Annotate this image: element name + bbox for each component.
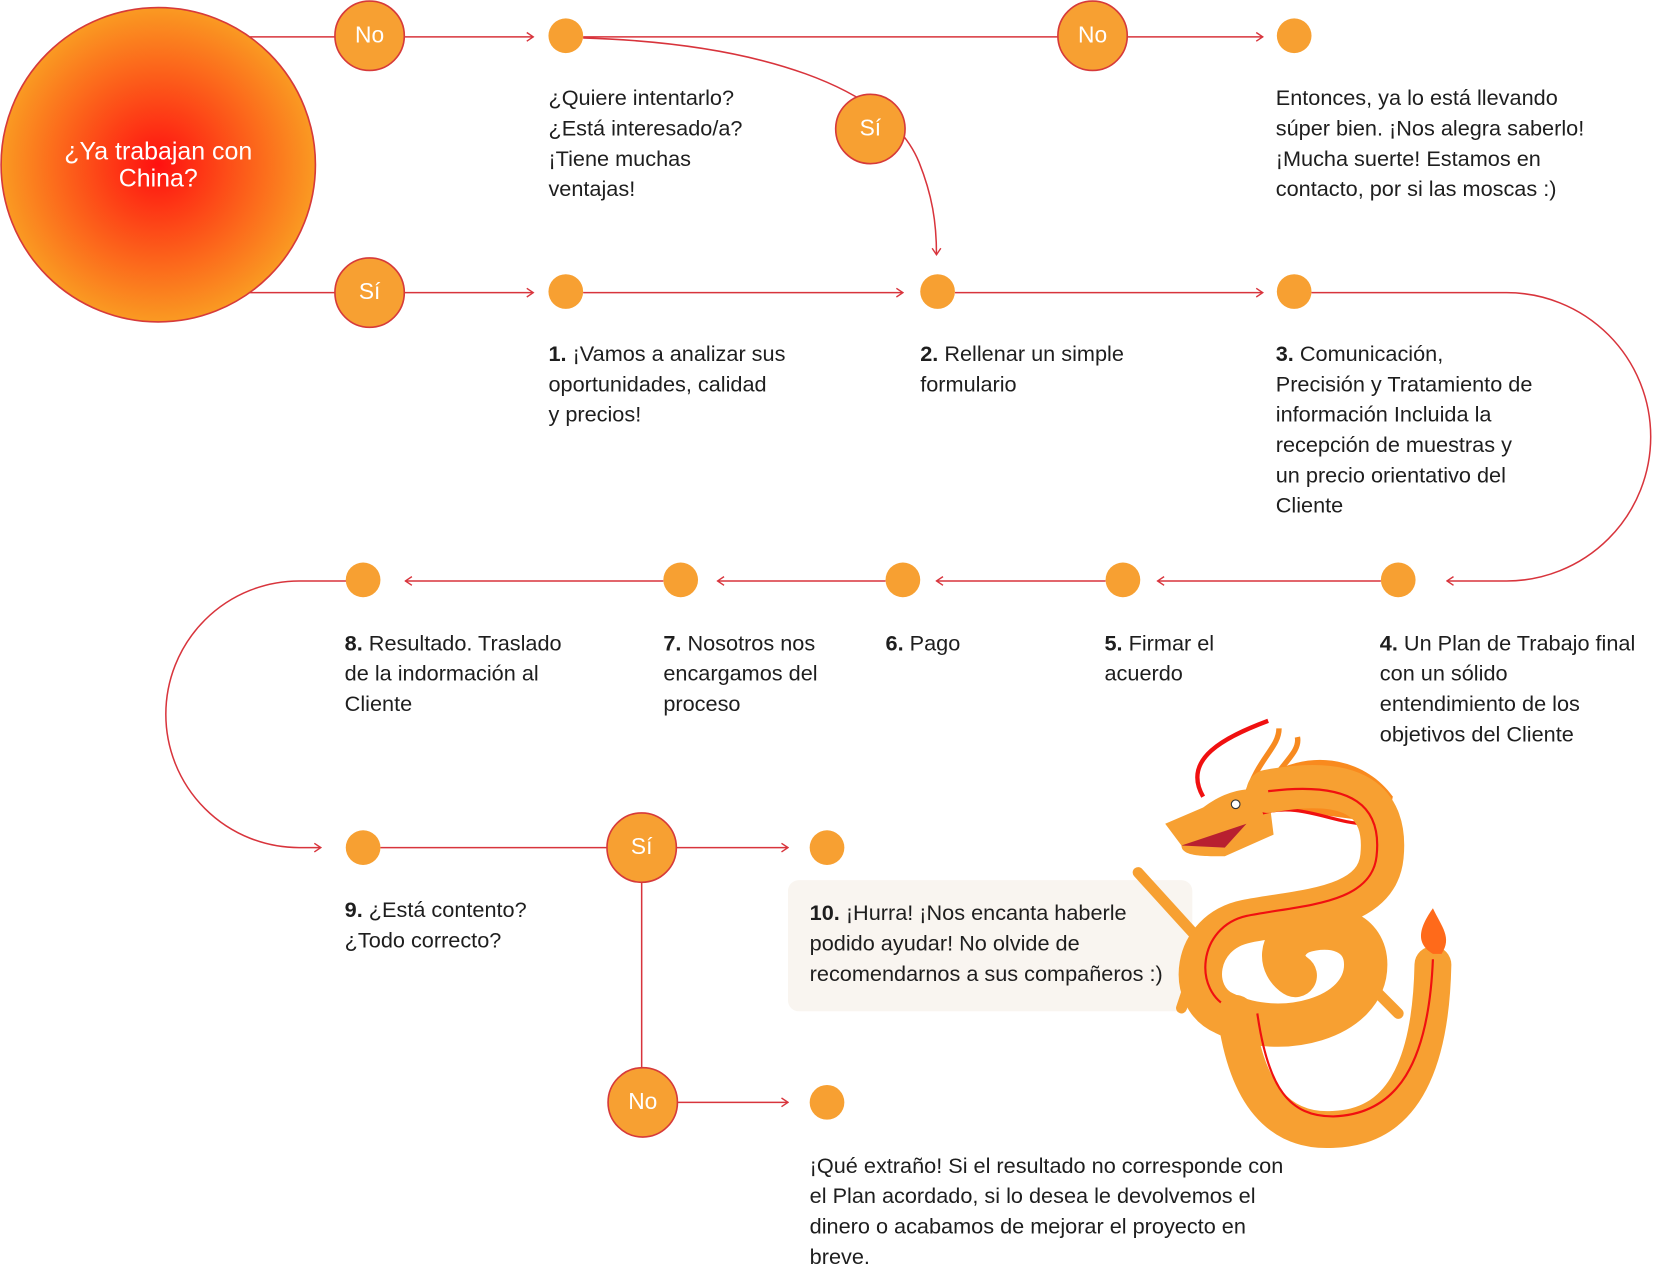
decision-no-circle [607,1066,679,1138]
decision-no-circle [334,0,406,72]
connector [1311,291,1652,581]
no-label: No [355,22,385,48]
step-dot [885,562,921,598]
step-dot [548,274,584,309]
si-label: Sí [358,279,381,305]
success-box [787,880,1193,1012]
step-dot [1276,18,1312,54]
step-3: 3. Comunicación, Precisión y Tratamiento… [1275,342,1533,519]
step-dot [1380,562,1416,598]
decision-no-circle [1057,0,1129,72]
si-label: Sí [630,834,653,860]
decision-si-circle [834,93,906,165]
step-dot [548,18,584,54]
step-dot [345,562,381,598]
step-9: 9. ¿Está contento? ¿Todo correcto? [344,898,527,953]
step-5: 5. Firmar el acuerdo [1104,631,1215,687]
step-dot [1276,274,1312,309]
step-dot [809,830,845,865]
no-result-text: ¡Qué extraño! Si el resultado no corresp… [809,1154,1284,1270]
decision-si-circle [334,257,406,329]
step-dot [345,830,381,865]
step-8: 8. Resultado. Traslado de la indormación… [344,631,562,717]
step-1: 1. ¡Vamos a analizar sus oportunidades, … [548,342,786,428]
step-7: 7. Nosotros nos encargamos del proceso [663,631,818,717]
start-circle [0,6,317,323]
connector [165,580,347,848]
step-dot [1105,562,1141,598]
step-6: 6. Pago [885,631,961,656]
si-label: Sí [859,115,882,141]
no-label: No [1078,22,1108,48]
already-text: Entonces, ya lo está llevando súper bien… [1275,86,1585,202]
no-label: No [628,1089,658,1115]
step-dot [920,274,955,309]
start-question: ¿Ya trabajan con China? [64,136,253,192]
step-dot [663,562,699,598]
step-dot [809,1084,845,1120]
try-text: ¿Quiere intentarlo? ¿Está interesado/a? … [548,86,743,202]
step-10: 10. ¡Hurra! ¡Nos encanta haberle podido … [809,901,1163,987]
decision-si-circle [606,812,678,884]
step-4: 4. Un Plan de Trabajo final con un sólid… [1379,631,1636,747]
step-2: 2. Rellenar un simple formulario [920,342,1124,397]
